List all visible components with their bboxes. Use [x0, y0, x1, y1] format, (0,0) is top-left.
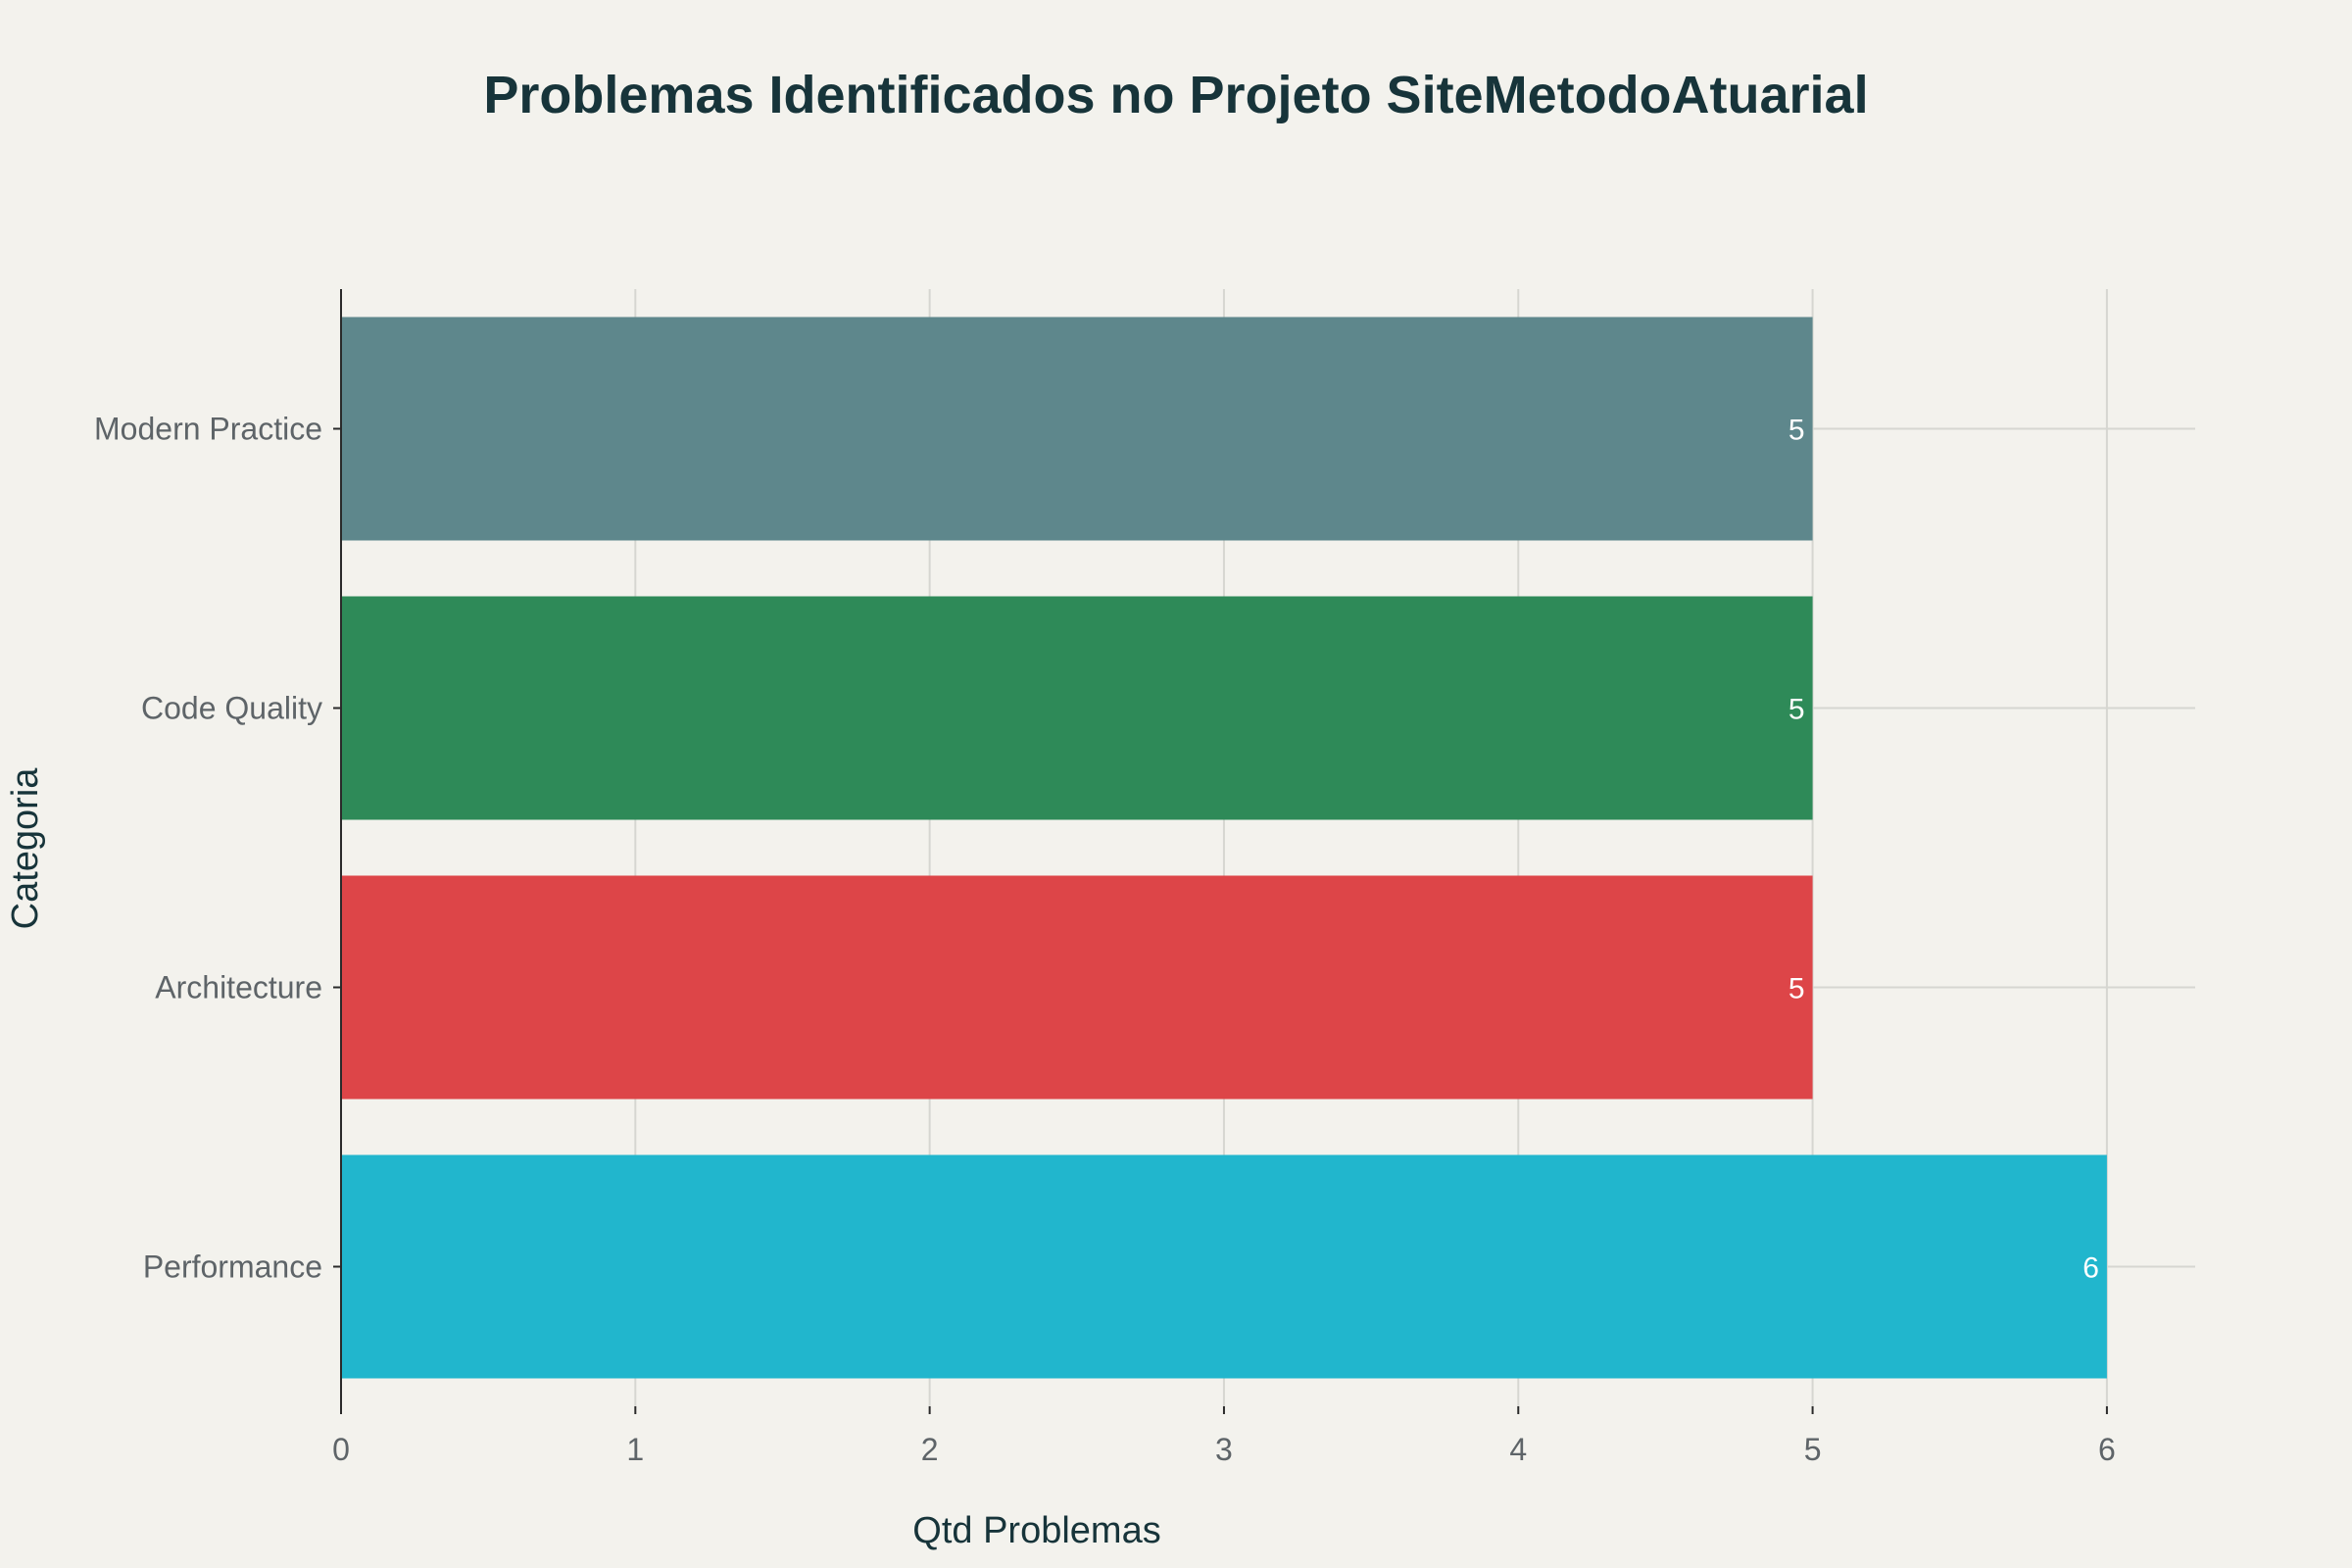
y-tick-label: Architecture [155, 970, 322, 1005]
x-axis-title: Qtd Problemas [912, 1510, 1160, 1551]
x-tick-label: 4 [1509, 1432, 1527, 1467]
bar-value-label: 5 [1788, 415, 1805, 447]
axis-layer [333, 289, 2108, 1414]
bar-value-label: 5 [1788, 694, 1805, 726]
x-tick-label: 2 [921, 1432, 939, 1467]
x-tick-label: 0 [332, 1432, 350, 1467]
bar-layer [341, 317, 2107, 1379]
x-tick-label: 3 [1215, 1432, 1233, 1467]
x-tick-label: 1 [626, 1432, 644, 1467]
bar-performance [341, 1154, 2107, 1379]
bar-value-label: 6 [2082, 1252, 2099, 1285]
bar-value-label: 5 [1788, 973, 1805, 1005]
x-tick-label: 6 [2098, 1432, 2116, 1467]
y-axis-title: Categoria [5, 767, 46, 930]
y-tick-label: Code Quality [141, 691, 322, 726]
bar-architecture [341, 875, 1813, 1100]
label-layer: 0 1 2 3 4 5 6 Performance 6 Architecture 5 Code Qua… [94, 412, 2116, 1468]
x-tick-label: 5 [1804, 1432, 1822, 1467]
bar-code-quality [341, 596, 1813, 820]
chart-title: Problemas Identificados no Projeto SiteM… [483, 66, 1868, 124]
y-tick-label: Performance [143, 1250, 322, 1285]
y-tick-label: Modern Practice [94, 412, 322, 447]
bar-modern-practice [341, 317, 1813, 541]
